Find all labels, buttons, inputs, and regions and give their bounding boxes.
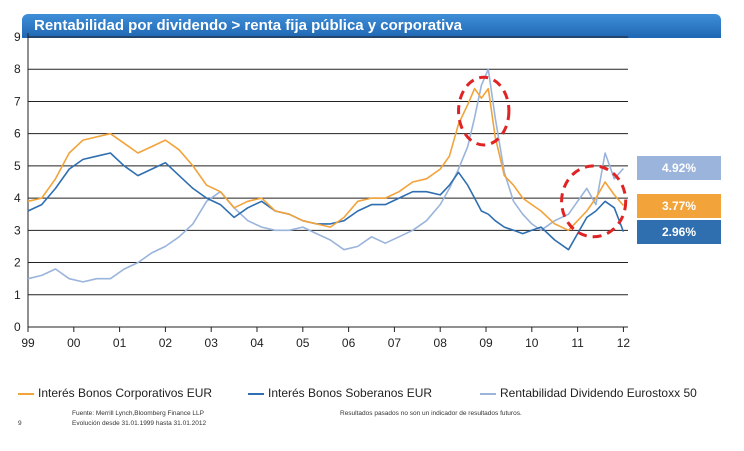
xtick-label-99: 99 xyxy=(21,336,35,350)
chart-title: Rentabilidad por dividendo > renta fija … xyxy=(34,17,462,34)
xtick-label-00: 00 xyxy=(67,336,81,350)
series-line-0 xyxy=(27,87,625,232)
legend-label-dividend: Rentabilidad Dividendo Eurostoxx 50 xyxy=(500,386,697,400)
annotation-circle-1 xyxy=(560,164,628,239)
legend-item-corporate: Interés Bonos Corporativos EUR xyxy=(18,386,212,400)
disclaimer: Resultados pasados no son un indicador d… xyxy=(340,410,522,417)
end-value-label-0: 4.92% xyxy=(637,156,721,181)
ytick-label-7: 7 xyxy=(14,94,21,108)
xtick-label-11: 11 xyxy=(571,336,584,350)
ytick-label-5: 5 xyxy=(14,159,21,173)
legend-swatch-sovereign xyxy=(248,392,264,395)
legend-swatch-corporate xyxy=(18,392,34,395)
page-number: 9 xyxy=(18,420,22,427)
source-line-1: Fuente: Merrill Lynch,Bloomberg Finance … xyxy=(72,410,204,417)
end-value-label-1: 3.77% xyxy=(637,193,721,218)
xtick-label-01: 01 xyxy=(113,336,127,350)
legend-swatch-dividend xyxy=(480,392,496,395)
end-value-label-2: 2.96% xyxy=(637,219,721,244)
series-line-1 xyxy=(27,152,625,251)
xtick-label-03: 03 xyxy=(205,336,219,350)
ytick-label-1: 1 xyxy=(14,288,21,302)
xtick-label-09: 09 xyxy=(479,336,493,350)
ytick-label-6: 6 xyxy=(14,127,21,141)
gridlines xyxy=(28,36,628,296)
ytick-label-3: 3 xyxy=(14,223,21,237)
xtick-label-10: 10 xyxy=(525,336,539,350)
legend-item-sovereign: Interés Bonos Soberanos EUR xyxy=(248,386,432,400)
xtick-label-04: 04 xyxy=(250,336,264,350)
series-lines xyxy=(27,68,625,283)
xtick-label-06: 06 xyxy=(342,336,356,350)
ytick-label-4: 4 xyxy=(14,191,21,205)
ytick-label-9: 9 xyxy=(14,30,21,44)
xtick-label-07: 07 xyxy=(388,336,402,350)
xtick-label-12: 12 xyxy=(617,336,631,350)
xtick-label-05: 05 xyxy=(296,336,310,350)
ytick-label-0: 0 xyxy=(14,320,21,334)
source-line-2: Evolución desde 31.01.1999 hasta 31.01.2… xyxy=(72,420,207,427)
xtick-label-02: 02 xyxy=(159,336,173,350)
legend-label-sovereign: Interés Bonos Soberanos EUR xyxy=(268,386,433,400)
legend-item-dividend: Rentabilidad Dividendo Eurostoxx 50 xyxy=(480,386,697,400)
ytick-label-2: 2 xyxy=(14,256,21,270)
annotation-circle-0 xyxy=(457,75,511,147)
ytick-label-8: 8 xyxy=(14,62,21,76)
legend-label-corporate: Interés Bonos Corporativos EUR xyxy=(38,386,213,400)
chart-title-banner: Rentabilidad por dividendo > renta fija … xyxy=(22,14,721,38)
annotations xyxy=(457,75,628,239)
xtick-label-08: 08 xyxy=(434,336,448,350)
